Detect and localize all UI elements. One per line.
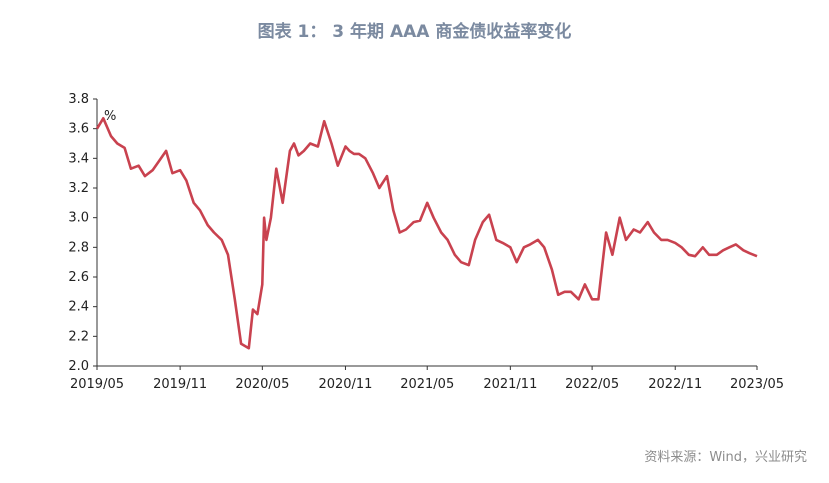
y-tick-label: 3.6 — [68, 122, 89, 137]
x-tick-label: 2021/05 — [400, 377, 454, 392]
unit-label: % — [104, 109, 116, 124]
y-tick-label: 3.0 — [68, 211, 89, 226]
y-tick-label: 2.4 — [68, 300, 89, 315]
x-tick-label: 2020/11 — [318, 377, 372, 392]
x-tick-label: 2022/05 — [565, 377, 619, 392]
y-tick-label: 3.2 — [68, 181, 89, 196]
y-tick-label: 3.4 — [68, 151, 89, 166]
y-tick-label: 2.6 — [68, 270, 89, 285]
x-tick-label: 2019/05 — [70, 377, 124, 392]
x-tick-label: 2021/11 — [483, 377, 537, 392]
x-tick-label: 2022/11 — [648, 377, 702, 392]
axes — [96, 99, 757, 367]
y-tick-label: 2.0 — [68, 359, 89, 374]
chart-title: 图表 1： 3 年期 AAA 商金债收益率变化 — [257, 22, 572, 42]
y-tick-label: 2.8 — [68, 240, 89, 255]
y-tick-label: 2.2 — [68, 329, 89, 344]
series-line — [95, 117, 758, 350]
source-note: 资料来源：Wind，兴业研究 — [644, 450, 807, 465]
x-axis-ticks: 2019/05 2019/11 2020/05 2020/11 2021/05 2021/… — [70, 366, 784, 392]
y-axis-ticks: 2.0 2.2 2.4 2.6 2.8 3.0 3.2 3.4 3.6 3.8 — [68, 92, 97, 374]
y-tick-label: 3.8 — [68, 92, 89, 107]
x-tick-label: 2023/05 — [730, 377, 784, 392]
x-tick-label: 2020/05 — [235, 377, 289, 392]
x-tick-label: 2019/11 — [153, 377, 207, 392]
